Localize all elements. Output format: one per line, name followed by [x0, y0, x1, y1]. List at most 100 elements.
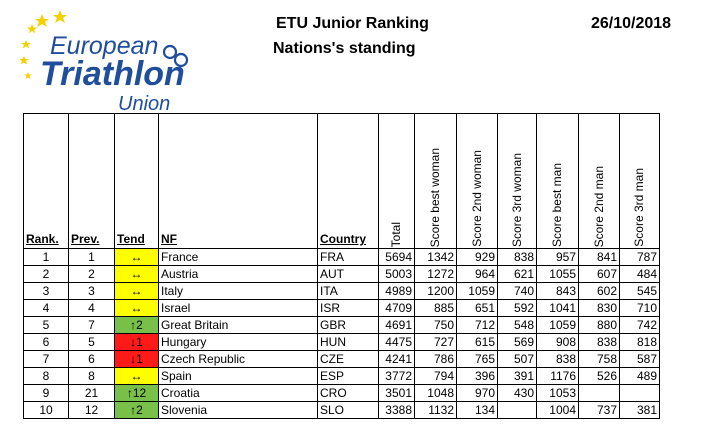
prev-cell: 5 [68, 333, 115, 351]
second-man-cell: 841 [578, 248, 620, 266]
best-man-cell: 1055 [536, 265, 579, 283]
country-cell: CZE [317, 350, 379, 368]
tend-cell: ↔ [114, 367, 159, 385]
rank-cell: 4 [23, 299, 69, 317]
country-cell: FRA [317, 248, 379, 266]
third-woman-cell [497, 401, 537, 419]
second-woman-cell: 970 [456, 384, 498, 402]
table-row: 7 6 ↓1 Czech Republic CZE 4241 786 765 507 838 758… [23, 350, 660, 368]
best-woman-cell: 1272 [414, 265, 457, 283]
best-woman-cell: 727 [414, 333, 457, 351]
third-man-cell: 710 [619, 299, 660, 317]
prev-cell: 7 [68, 316, 115, 334]
country-cell: SLO [317, 401, 379, 419]
third-woman-cell: 740 [497, 282, 537, 300]
country-cell: CRO [317, 384, 379, 402]
second-man-cell: 830 [578, 299, 620, 317]
best-woman-cell: 1342 [414, 248, 457, 266]
nf-cell: Austria [158, 265, 318, 283]
total-cell: 4709 [378, 299, 415, 317]
total-cell: 3772 [378, 367, 415, 385]
best-man-cell: 1041 [536, 299, 579, 317]
col-header-nf: NF [158, 113, 318, 249]
col-header-total: Total [378, 113, 415, 249]
second-man-cell: 526 [578, 367, 620, 385]
second-man-cell [578, 384, 620, 402]
third-man-cell: 742 [619, 316, 660, 334]
prev-cell: 12 [68, 401, 115, 419]
third-man-cell: 381 [619, 401, 660, 419]
prev-cell: 2 [68, 265, 115, 283]
second-man-cell: 758 [578, 350, 620, 368]
best-man-cell: 957 [536, 248, 579, 266]
second-woman-cell: 929 [456, 248, 498, 266]
third-woman-cell: 621 [497, 265, 537, 283]
third-woman-cell: 569 [497, 333, 537, 351]
table-row: 4 4 ↔ Israel ISR 4709 885 651 592 1041 830 710 [23, 299, 660, 317]
second-woman-cell: 615 [456, 333, 498, 351]
col-header-country: Country [317, 113, 379, 249]
tend-cell: ↑2 [114, 401, 159, 419]
logo-line-union: Union [118, 93, 171, 115]
col-header-best-man: Score best man [536, 113, 579, 249]
third-woman-cell: 430 [497, 384, 537, 402]
table-row: 2 2 ↔ Austria AUT 5003 1272 964 621 1055 607 484 [23, 265, 660, 283]
nf-cell: Italy [158, 282, 318, 300]
second-woman-cell: 964 [456, 265, 498, 283]
best-man-cell: 908 [536, 333, 579, 351]
second-woman-cell: 651 [456, 299, 498, 317]
second-man-cell: 607 [578, 265, 620, 283]
country-cell: ITA [317, 282, 379, 300]
best-woman-cell: 1132 [414, 401, 457, 419]
best-man-cell: 1059 [536, 316, 579, 334]
page-subtitle: Nations's standing [273, 40, 416, 57]
third-man-cell: 818 [619, 333, 660, 351]
third-man-cell: 489 [619, 367, 660, 385]
ranking-date: 26/10/2018 [591, 15, 672, 32]
second-woman-cell: 134 [456, 401, 498, 419]
third-man-cell: 484 [619, 265, 660, 283]
rank-cell: 9 [23, 384, 69, 402]
rank-cell: 3 [23, 282, 69, 300]
nf-cell: Spain [158, 367, 318, 385]
total-cell: 4989 [378, 282, 415, 300]
tend-cell: ↓1 [114, 350, 159, 368]
total-cell: 5694 [378, 248, 415, 266]
col-header-best-woman: Score best woman [414, 113, 457, 249]
tend-cell: ↔ [114, 282, 159, 300]
table-row: 8 8 ↔ Spain ESP 3772 794 396 391 1176 526 489 [23, 367, 660, 385]
third-woman-cell: 391 [497, 367, 537, 385]
prev-cell: 3 [68, 282, 115, 300]
country-cell: AUT [317, 265, 379, 283]
col-header-2nd-woman: Score 2nd woman [456, 113, 498, 249]
prev-cell: 6 [68, 350, 115, 368]
total-cell: 5003 [378, 265, 415, 283]
tend-cell: ↔ [114, 265, 159, 283]
rank-cell: 6 [23, 333, 69, 351]
third-woman-cell: 592 [497, 299, 537, 317]
third-man-cell [619, 384, 660, 402]
third-woman-cell: 548 [497, 316, 537, 334]
table-header-row: Rank. Prev. Tend NF Country Total Score … [23, 113, 660, 249]
third-man-cell: 787 [619, 248, 660, 266]
col-header-3rd-woman: Score 3rd woman [497, 113, 537, 249]
prev-cell: 8 [68, 367, 115, 385]
rank-cell: 2 [23, 265, 69, 283]
best-woman-cell: 1048 [414, 384, 457, 402]
stars-icon [20, 10, 189, 79]
rank-cell: 10 [23, 401, 69, 419]
rank-cell: 5 [23, 316, 69, 334]
third-woman-cell: 507 [497, 350, 537, 368]
table-row: 9 21 ↑12 Croatia CRO 3501 1048 970 430 1053 [23, 384, 660, 402]
nf-cell: Czech Republic [158, 350, 318, 368]
best-woman-cell: 750 [414, 316, 457, 334]
country-cell: ISR [317, 299, 379, 317]
rank-cell: 7 [23, 350, 69, 368]
nf-cell: Great Britain [158, 316, 318, 334]
logo-line-european: European [50, 32, 159, 60]
nf-cell: Croatia [158, 384, 318, 402]
tend-cell: ↑2 [114, 316, 159, 334]
total-cell: 4475 [378, 333, 415, 351]
nf-cell: France [158, 248, 318, 266]
total-cell: 4241 [378, 350, 415, 368]
